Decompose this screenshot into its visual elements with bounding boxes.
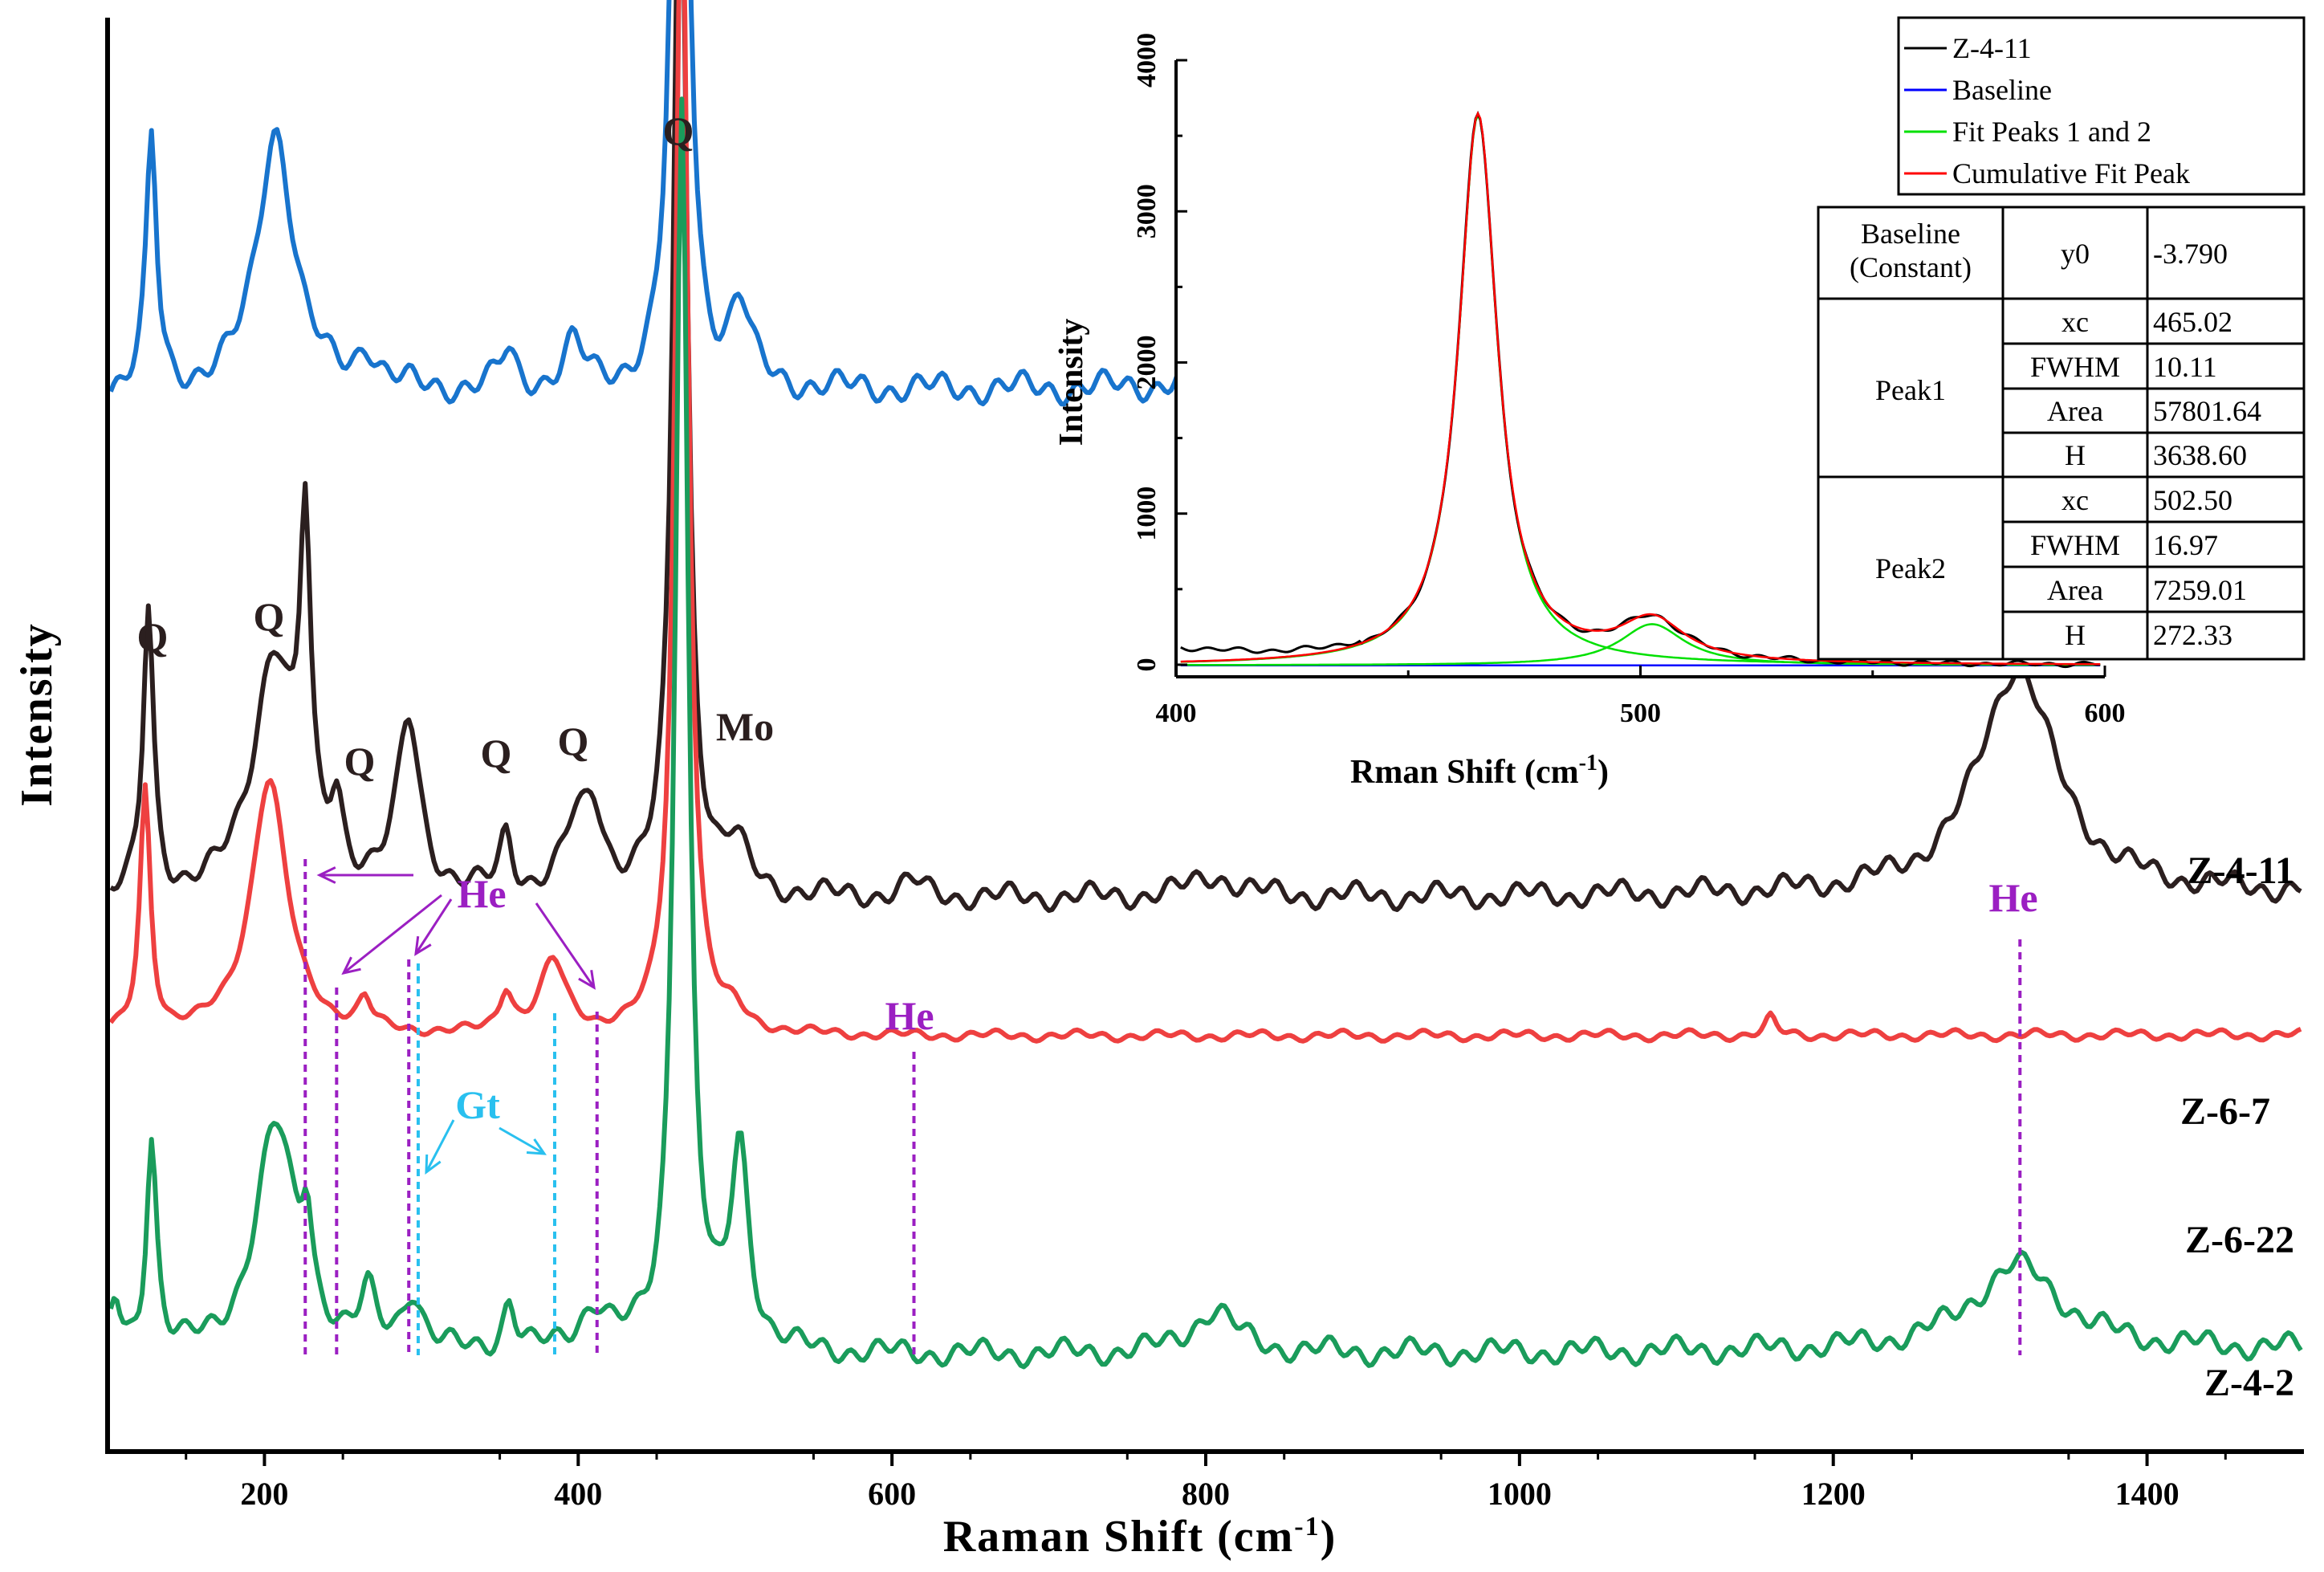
fit-parameter-table: Baseline (Constant) y0 -3.790 Peak1 Peak… — [1817, 206, 2306, 661]
table-rows: xc 465.02 FWHM 10.11 Area 57801.64 H 3638.60 xc 5… — [2030, 306, 2261, 651]
table-y0-name: y0 — [2061, 238, 2090, 270]
legend-label-1: Baseline — [1952, 74, 2052, 106]
main-y-axis-title: Intensity — [12, 622, 62, 807]
table-param-peak1_rows-1: FWHM — [2030, 351, 2120, 383]
table-param-peak1_rows-2: Area — [2047, 395, 2103, 427]
legend-label-2: Fit Peaks 1 and 2 — [1952, 116, 2151, 148]
label-q-397: Q — [558, 719, 589, 764]
legend-label-0: Z-4-11 — [1952, 32, 2032, 64]
label-q-128: Q — [137, 614, 169, 659]
inset-x-axis-title: Rman Shift (cm-1) — [1350, 751, 1609, 791]
legend-label-3: Cumulative Fit Peak — [1952, 157, 2190, 189]
inset-x-tick-label-600: 600 — [2085, 698, 2126, 728]
gt-arrow-385-head — [526, 1138, 547, 1155]
inset-y-tick-label-2000: 2000 — [1132, 335, 1162, 389]
table-param-peak1_rows-0: xc — [2061, 306, 2089, 338]
table-param-peak2_rows-1: FWHM — [2030, 529, 2120, 561]
table-value-peak2_rows-1: 16.97 — [2153, 529, 2218, 561]
inset-ticks-group: 400 500 600 0 1000 2000 3000 4000 — [1132, 33, 2126, 728]
inset-y-tick-label-1000: 1000 — [1132, 487, 1162, 541]
label-he-1320: He — [1988, 875, 2037, 920]
he-arrow-292 — [414, 898, 453, 955]
inset-y-tick-label-4000: 4000 — [1132, 33, 1162, 88]
table-value-peak1_rows-2: 57801.64 — [2153, 395, 2261, 427]
label-he-group: He — [457, 871, 506, 916]
annotation-arrows-group — [316, 866, 596, 1175]
inset-y-tick-label-0: 0 — [1132, 658, 1162, 671]
marker-lines-group — [303, 859, 2022, 1355]
inset-x-tick-label-500: 500 — [1620, 698, 1661, 728]
x-tick-label-1200: 1200 — [1801, 1476, 1866, 1512]
inset-cumulative-fit — [1180, 111, 2101, 666]
table-value-peak2_rows-3: 272.33 — [2153, 619, 2232, 651]
table-param-peak1_rows-3: H — [2065, 439, 2086, 471]
label-q-465: Q — [663, 108, 694, 153]
he-arrow-292-head — [414, 935, 432, 956]
gt-arrow-385 — [499, 1126, 545, 1155]
he-arrow-412 — [535, 902, 596, 988]
inset-curves-group — [1180, 110, 2101, 669]
table-baseline-sublabel: (Constant) — [1850, 251, 1972, 283]
legend-entries: Z-4-11 Baseline Fit Peaks 1 and 2 Cumulativ… — [1904, 32, 2190, 189]
table-value-peak1_rows-1: 10.11 — [2153, 351, 2217, 383]
table-grid — [1818, 207, 2304, 659]
table-value-peak2_rows-0: 502.50 — [2153, 484, 2232, 516]
table-value-peak1_rows-3: 3638.60 — [2153, 439, 2247, 471]
he-arrow-412-head — [578, 970, 596, 990]
label-q-207: Q — [254, 594, 285, 639]
table-y0-value: -3.790 — [2153, 238, 2228, 270]
inset-fit-peak-2 — [1180, 623, 2101, 666]
table-param-peak2_rows-3: H — [2065, 619, 2086, 651]
x-tick-label-1000: 1000 — [1488, 1476, 1552, 1512]
label-q-355: Q — [481, 731, 512, 776]
sample-label-z-4-11: Z-4-11 — [2188, 849, 2294, 892]
inset-plot: 400 500 600 0 1000 2000 3000 4000 Rman Shift (c… — [1053, 16, 2306, 791]
x-tick-label-200: 200 — [240, 1476, 288, 1512]
sample-label-z-6-7: Z-6-7 — [2180, 1090, 2270, 1133]
he-arrow-246 — [343, 894, 442, 975]
inset-x-tick-label-400: 400 — [1156, 698, 1197, 728]
label-mo: Mo — [716, 704, 774, 749]
table-peak2-label: Peak2 — [1875, 552, 1946, 584]
main-plot: 200 400 600 800 1000 1200 1400 Q Q Q Q Q Q Mo … — [12, 0, 2304, 1562]
series-line-z-6-22 — [108, 0, 2302, 1044]
x-tick-label-1400: 1400 — [2115, 1476, 2180, 1512]
inset-legend: Z-4-11 Baseline Fit Peaks 1 and 2 Cumulativ… — [1897, 16, 2306, 196]
x-tick-label-400: 400 — [554, 1476, 602, 1512]
gt-arrow-298 — [425, 1119, 455, 1173]
main-x-ticks: 200 400 600 800 1000 1200 1400 — [185, 1452, 2227, 1512]
gt-arrow-298-head — [425, 1154, 442, 1175]
sample-label-z-4-2: Z-4-2 — [2204, 1362, 2294, 1404]
label-gt: Gt — [455, 1082, 500, 1127]
legend-box — [1897, 16, 2306, 196]
x-tick-label-800: 800 — [1182, 1476, 1230, 1512]
table-param-peak2_rows-0: xc — [2061, 484, 2089, 516]
inset-y-axis-title: Intensity — [1053, 319, 1090, 446]
he-arrow-226-head — [316, 866, 336, 884]
sample-label-z-6-22: Z-6-22 — [2185, 1219, 2294, 1261]
table-value-peak2_rows-2: 7259.01 — [2153, 574, 2247, 606]
table-baseline-label: Baseline — [1861, 218, 1960, 250]
table-value-peak1_rows-0: 465.02 — [2153, 306, 2232, 338]
inset-y-tick-label-3000: 3000 — [1132, 184, 1162, 238]
he-arrow-246-head — [341, 956, 361, 975]
x-tick-label-600: 600 — [868, 1476, 916, 1512]
main-x-axis-title: Raman Shift (cm-1) — [943, 1512, 1337, 1562]
label-q-265: Q — [344, 739, 376, 784]
series-line-z-6-7 — [109, 0, 2302, 914]
series-line-z-4-2 — [108, 96, 2303, 1370]
table-peak1-label: Peak1 — [1875, 374, 1946, 406]
table-param-peak2_rows-2: Area — [2047, 574, 2103, 606]
label-he-610: He — [885, 993, 934, 1038]
